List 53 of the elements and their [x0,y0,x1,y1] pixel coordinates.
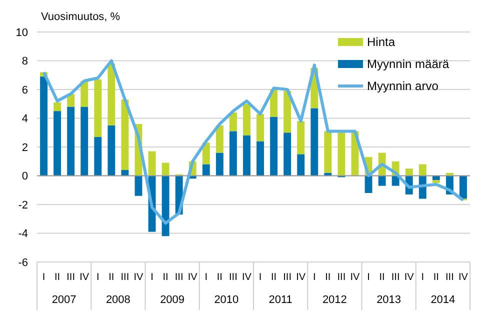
x-tick-label: II [433,272,439,283]
text: 2014 [430,294,456,306]
x-tick-label: III [337,272,346,283]
x-tick-label: II [271,272,277,283]
x-tick-label: IV [458,272,468,283]
x-tick-label: I [150,272,154,283]
text: 2012 [322,294,347,306]
x-tick-label: I [204,272,208,283]
x-tick-label: IV [134,272,144,283]
y-axis-title: Vuosimuutos, % [41,11,120,23]
y-tick-label: 8 [22,56,28,68]
x-tick-label: I [421,272,424,283]
text: 2010 [214,294,239,306]
y-tick-label: 2 [22,142,28,154]
x-tick-label: III [229,272,238,283]
x-tick-label: III [446,272,454,283]
y-tick-label: 0 [22,170,28,183]
x-tick-label: I [367,272,370,283]
text: 2009 [160,294,185,306]
text: 2008 [106,294,130,306]
x-tick-label: III [283,272,292,283]
x-tick-label: IV [80,272,90,283]
x-tick-label: IV [404,272,414,283]
x-tick-label: III [174,272,184,283]
y-tick-label: -4 [18,228,28,240]
x-tick-label: III [391,272,400,283]
x-tick-label: II [54,272,60,283]
x-tick-label: IV [296,272,306,283]
y-tick-label: 4 [22,113,28,126]
x-tick-label: II [325,272,331,283]
text: 2013 [376,294,402,306]
x-tick-label: II [108,272,114,283]
legend-label: Myynnin arvo [367,79,439,94]
x-tick-label: I [258,272,262,283]
x-tick-label: II [379,272,385,283]
x-tick-label: III [120,272,130,283]
y-tick-label: -6 [18,256,28,269]
x-tick-label: IV [242,272,252,283]
y-tick-label: -2 [18,199,28,212]
x-tick-label: IV [188,272,198,283]
legend-label: Hinta [367,35,396,50]
text: 2011 [268,294,292,306]
x-tick-label: I [96,272,100,283]
x-tick-label: II [162,272,168,283]
text: 2007 [52,294,76,306]
y-tick-label: 10 [16,26,28,39]
x-tick-label: IV [350,272,360,283]
x-tick-label: I [42,272,46,283]
legend-label: Myynnin määrä [367,57,450,72]
x-tick-label: I [313,272,316,283]
x-tick-label: II [216,272,222,283]
y-tick-label: 6 [22,84,28,96]
x-tick-label: III [66,272,75,283]
